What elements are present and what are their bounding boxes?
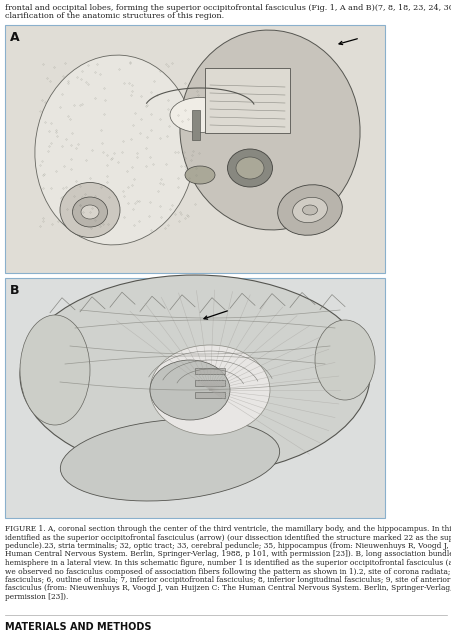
Bar: [5, 25, 384, 273]
Ellipse shape: [81, 205, 99, 219]
Ellipse shape: [35, 55, 195, 245]
Ellipse shape: [20, 275, 369, 475]
Ellipse shape: [60, 419, 279, 501]
Text: peduncle).23, stria terminalis; 32, optic tract; 33, cerebral peduncle; 35, hipp: peduncle).23, stria terminalis; 32, opti…: [5, 542, 451, 550]
Text: frontal and occipital lobes, forming the superior occipitofrontal fasciculus (Fi: frontal and occipital lobes, forming the…: [5, 4, 451, 12]
Text: A: A: [10, 31, 19, 44]
Ellipse shape: [227, 149, 272, 187]
Text: B: B: [10, 284, 19, 297]
Text: clarification of the anatomic structures of this region.: clarification of the anatomic structures…: [5, 12, 224, 20]
Bar: [192, 110, 199, 140]
Ellipse shape: [179, 30, 359, 230]
Ellipse shape: [150, 345, 269, 435]
Ellipse shape: [302, 205, 317, 215]
Text: Human Central Nervous System. Berlin, Springer-Verlag, 1988, p 101, with permiss: Human Central Nervous System. Berlin, Sp…: [5, 550, 451, 559]
Ellipse shape: [292, 197, 327, 223]
Bar: [205, 68, 290, 133]
Text: MATERIALS AND METHODS: MATERIALS AND METHODS: [5, 622, 151, 632]
Ellipse shape: [20, 315, 90, 425]
Bar: [194, 392, 225, 398]
Text: we observed no fasciculus composed of association fibers following the pattern a: we observed no fasciculus composed of as…: [5, 568, 451, 575]
Text: fasciculus (from: Nieuwenhuys R, Voogd J, van Huijzen C: The Human Central Nervo: fasciculus (from: Nieuwenhuys R, Voogd J…: [5, 584, 451, 593]
Ellipse shape: [235, 157, 263, 179]
Ellipse shape: [60, 182, 120, 237]
Bar: [5, 278, 384, 518]
Ellipse shape: [184, 166, 215, 184]
Ellipse shape: [170, 97, 230, 132]
Bar: [194, 380, 225, 386]
Text: fasciculus; 6, outline of insula; 7, inferior occipitofrontal fasciculus; 8, inf: fasciculus; 6, outline of insula; 7, inf…: [5, 576, 451, 584]
Ellipse shape: [72, 197, 107, 227]
Text: hemisphere in a lateral view. In this schematic figure, number 1 is identified a: hemisphere in a lateral view. In this sc…: [5, 559, 451, 567]
Text: FIGURE 1. A, coronal section through the center of the third ventricle, the mami: FIGURE 1. A, coronal section through the…: [5, 525, 451, 533]
Ellipse shape: [314, 320, 374, 400]
Text: identified as the superior occipitofrontal fasciculus (arrow) (our dissection id: identified as the superior occipitofront…: [5, 534, 451, 541]
Ellipse shape: [150, 360, 230, 420]
Text: permission [23]).: permission [23]).: [5, 593, 68, 601]
Bar: [194, 368, 225, 374]
Ellipse shape: [277, 185, 341, 236]
